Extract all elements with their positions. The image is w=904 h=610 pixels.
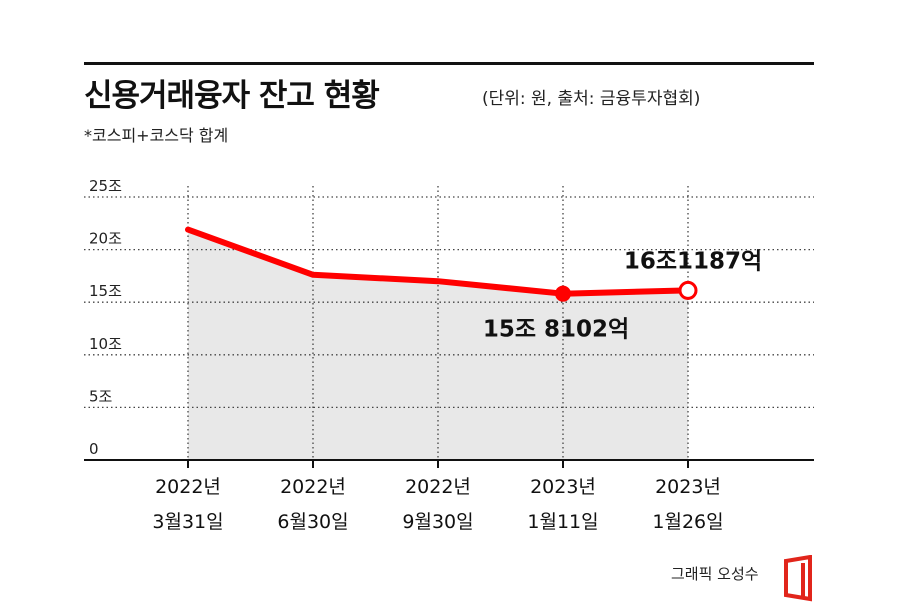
x-tick-label-date: 6월30일: [277, 511, 348, 533]
series-line: [185, 226, 691, 297]
publisher-logo-icon: [784, 555, 812, 602]
chart-title: 신용거래융자 잔고 현황: [84, 78, 380, 114]
data-point-marker-filled: [555, 285, 571, 302]
graphic-credit: 그래픽 오성수: [671, 565, 759, 583]
y-tick-label: 25조: [89, 177, 122, 195]
y-tick-label: 0: [89, 440, 99, 458]
y-tick-label: 15조: [89, 282, 122, 300]
data-label: 16조1187억: [624, 248, 762, 274]
data-point-marker-hollow: [678, 280, 698, 300]
chart-area: 0 5조 10조 15조 20조 25조 2022년 3월31일 2022년 6월30일 2022년…: [84, 177, 814, 533]
y-tick-label: 20조: [89, 230, 122, 248]
x-tick-label-year: 2022년: [405, 476, 471, 498]
x-tick-label-year: 2023년: [530, 476, 596, 498]
chart-note: *코스피+코스닥 합계: [84, 126, 229, 145]
data-label: 15조 8102억: [483, 317, 629, 343]
x-tick-label-year: 2023년: [655, 476, 721, 498]
chart-source: (단위: 원, 출처: 금융투자협회): [482, 89, 701, 109]
top-rule: [84, 62, 814, 65]
x-tick-label-date: 1월26일: [652, 511, 723, 533]
x-tick-label-date: 1월11일: [527, 511, 598, 533]
x-tick-label-year: 2022년: [155, 476, 221, 498]
x-tick-label-year: 2022년: [280, 476, 346, 498]
x-tick-label-date: 3월31일: [152, 511, 223, 533]
y-tick-label: 5조: [89, 387, 113, 405]
x-tick-label-date: 9월30일: [402, 511, 473, 533]
y-tick-label: 10조: [89, 335, 122, 353]
